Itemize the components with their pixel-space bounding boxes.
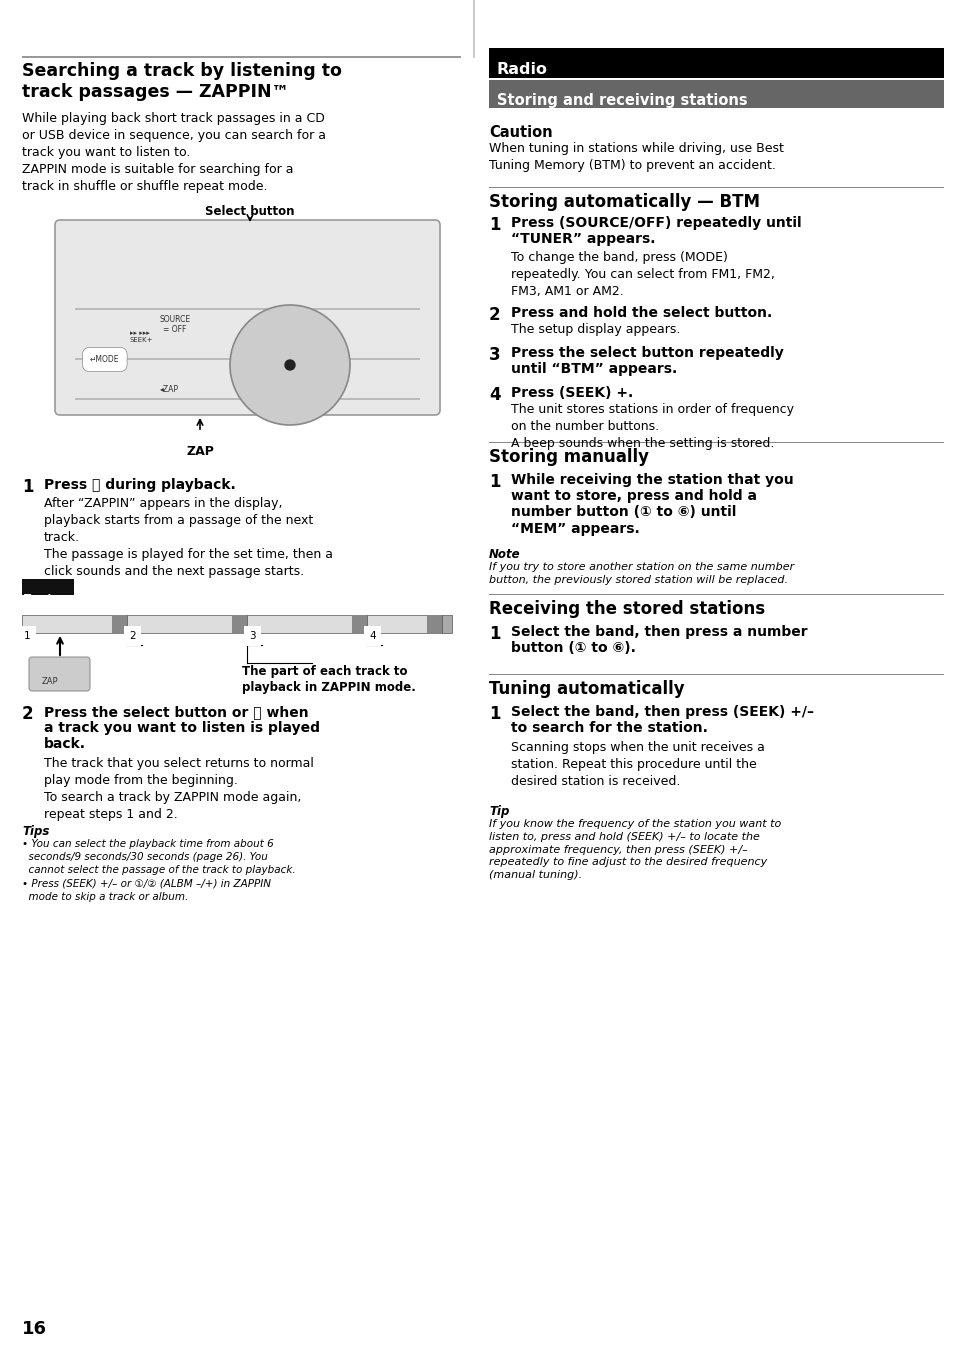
Text: After “ZAPPIN” appears in the display,
playback starts from a passage of the nex: After “ZAPPIN” appears in the display, p… <box>44 498 333 579</box>
Bar <box>75 397 419 400</box>
Bar <box>489 187 943 188</box>
Text: Storing and receiving stations: Storing and receiving stations <box>497 93 747 108</box>
Text: Searching a track by listening to
track passages — ZAPPIN™: Searching a track by listening to track … <box>22 62 341 101</box>
Text: ▸▸ ▸▸▸
SEEK+: ▸▸ ▸▸▸ SEEK+ <box>130 330 153 343</box>
Text: Select button: Select button <box>205 206 294 218</box>
Text: ZAP: ZAP <box>42 677 58 685</box>
Bar <box>473 0 475 58</box>
Text: 1: 1 <box>22 479 33 496</box>
Text: ZAP: ZAP <box>186 445 213 458</box>
Text: 2: 2 <box>489 306 500 324</box>
Text: While playing back short track passages in a CD
or USB device in sequence, you c: While playing back short track passages … <box>22 112 326 193</box>
Text: Press Ⓩ during playback.: Press Ⓩ during playback. <box>44 479 235 492</box>
Text: Receiving the stored stations: Receiving the stored stations <box>489 600 764 618</box>
Bar <box>367 615 441 633</box>
Text: 1: 1 <box>489 704 500 723</box>
Text: To change the band, press (MODE)
repeatedly. You can select from FM1, FM2,
FM3, : To change the band, press (MODE) repeate… <box>511 251 774 297</box>
Text: 4: 4 <box>489 387 500 404</box>
Text: If you know the frequency of the station you want to
listen to, press and hold (: If you know the frequency of the station… <box>489 819 781 880</box>
Text: Scanning stops when the unit receives a
station. Repeat this procedure until the: Scanning stops when the unit receives a … <box>511 741 764 788</box>
Text: 2: 2 <box>22 704 33 723</box>
Bar <box>22 55 460 58</box>
Text: Press (SEEK) +.: Press (SEEK) +. <box>511 387 633 400</box>
FancyBboxPatch shape <box>55 220 439 415</box>
Bar <box>489 49 943 78</box>
Text: 1: 1 <box>489 625 500 644</box>
Text: 3: 3 <box>249 631 255 641</box>
Bar <box>232 615 247 633</box>
Text: The track that you select returns to normal
play mode from the beginning.
To sea: The track that you select returns to nor… <box>44 757 314 821</box>
Bar <box>75 308 419 310</box>
Text: Track: Track <box>24 594 55 604</box>
Bar <box>247 615 367 633</box>
Text: The unit stores stations in order of frequency
on the number buttons.
A beep sou: The unit stores stations in order of fre… <box>511 403 793 450</box>
Text: • You can select the playback time from about 6
  seconds/9 seconds/30 seconds (: • You can select the playback time from … <box>22 840 295 902</box>
Bar <box>112 615 127 633</box>
Text: 1: 1 <box>489 216 500 234</box>
Text: Press the select button repeatedly
until “BTM” appears.: Press the select button repeatedly until… <box>511 346 783 376</box>
Text: Select the band, then press (SEEK) +/–
to search for the station.: Select the band, then press (SEEK) +/– t… <box>511 704 813 735</box>
Bar <box>489 673 943 675</box>
Text: The setup display appears.: The setup display appears. <box>511 323 679 337</box>
Text: 3: 3 <box>489 346 500 364</box>
Text: Storing automatically — BTM: Storing automatically — BTM <box>489 193 760 211</box>
Bar <box>22 615 127 633</box>
Text: Tips: Tips <box>22 825 50 838</box>
Text: Caution: Caution <box>489 124 552 141</box>
Text: Note: Note <box>489 548 520 561</box>
Text: ◂ZAP: ◂ZAP <box>160 385 179 393</box>
Text: 16: 16 <box>22 1320 47 1338</box>
Bar <box>489 80 943 108</box>
Circle shape <box>285 360 294 370</box>
Text: The part of each track to
playback in ZAPPIN mode.: The part of each track to playback in ZA… <box>242 665 416 694</box>
Text: 1: 1 <box>24 631 30 641</box>
Text: Press (SOURCE/OFF) repeatedly until
“TUNER” appears.: Press (SOURCE/OFF) repeatedly until “TUN… <box>511 216 801 246</box>
Text: SOURCE
= OFF: SOURCE = OFF <box>159 315 191 334</box>
Text: While receiving the station that you
want to store, press and hold a
number butt: While receiving the station that you wan… <box>511 473 793 535</box>
Text: Radio: Radio <box>497 62 547 77</box>
Bar <box>352 615 367 633</box>
Bar <box>427 615 441 633</box>
Text: Select the band, then press a number
button (① to ⑥).: Select the band, then press a number but… <box>511 625 807 656</box>
FancyBboxPatch shape <box>29 657 90 691</box>
Bar <box>75 358 419 360</box>
Text: 4: 4 <box>369 631 375 641</box>
Text: Storing manually: Storing manually <box>489 448 648 466</box>
Text: Tip: Tip <box>489 804 509 818</box>
Text: If you try to store another station on the same number
button, the previously st: If you try to store another station on t… <box>489 562 794 585</box>
Text: 2: 2 <box>129 631 135 641</box>
Bar <box>489 594 943 595</box>
Text: ↵MODE: ↵MODE <box>90 356 119 364</box>
Text: 1: 1 <box>489 473 500 491</box>
Text: Tuning automatically: Tuning automatically <box>489 680 684 698</box>
Bar <box>489 442 943 443</box>
Text: Press and hold the select button.: Press and hold the select button. <box>511 306 771 320</box>
Bar <box>441 615 452 633</box>
Text: Press the select button or Ⓩ when
a track you want to listen is played
back.: Press the select button or Ⓩ when a trac… <box>44 704 319 752</box>
Bar <box>22 579 74 595</box>
Circle shape <box>230 306 350 425</box>
Text: When tuning in stations while driving, use Best
Tuning Memory (BTM) to prevent a: When tuning in stations while driving, u… <box>489 142 783 172</box>
Bar <box>127 615 247 633</box>
